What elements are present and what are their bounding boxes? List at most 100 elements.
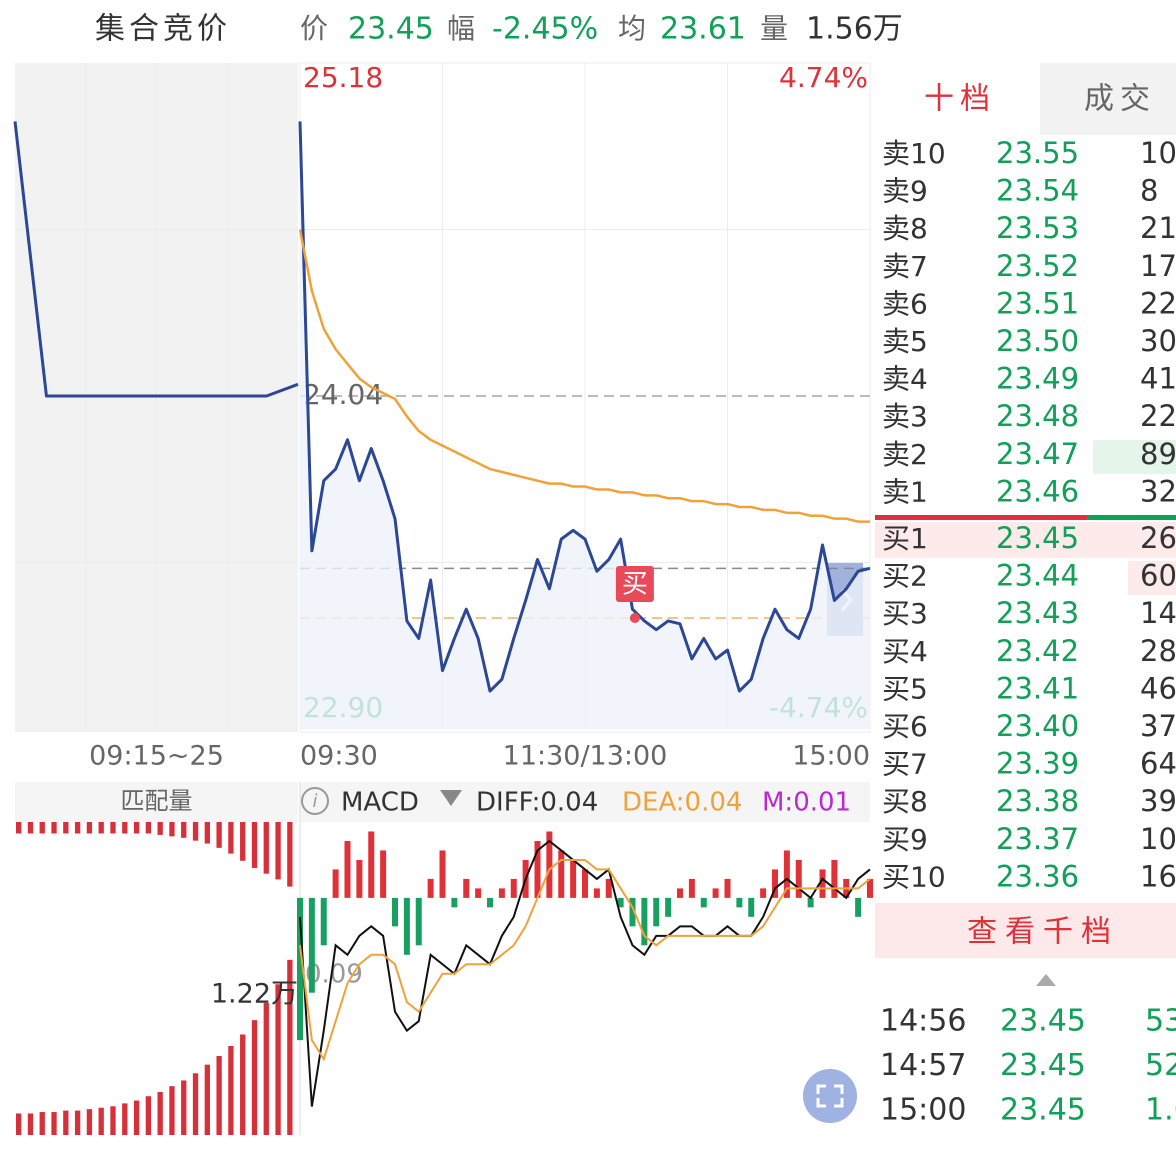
volume-bar — [39, 1112, 45, 1135]
info-icon[interactable] — [301, 787, 329, 815]
unmatched-bar — [27, 822, 34, 834]
level-label: 买10 — [882, 860, 946, 893]
unmatched-bar — [74, 822, 81, 834]
level-price: 23.38 — [996, 784, 1079, 818]
level-price: 23.55 — [996, 136, 1079, 170]
quote-label: 量 — [760, 12, 788, 45]
level-price: 23.39 — [996, 747, 1079, 781]
level-label: 卖5 — [882, 325, 928, 358]
trade-volume: 52 — [1145, 1048, 1176, 1083]
level-volume: 22 — [1140, 286, 1176, 320]
level-price: 23.50 — [996, 324, 1079, 358]
quote-label: 均 — [618, 12, 646, 45]
macd-bar — [819, 869, 826, 898]
level-price: 23.36 — [996, 859, 1079, 893]
volume-bar — [145, 1096, 152, 1135]
level-price: 23.49 — [996, 362, 1079, 396]
fullscreen-button[interactable] — [803, 1069, 857, 1123]
trade-price: 23.45 — [1000, 1004, 1086, 1039]
volume-highlight — [1128, 561, 1176, 595]
trade-volume: 53 — [1145, 1004, 1176, 1039]
macd-bar — [475, 888, 482, 898]
macd-bar — [558, 850, 565, 898]
level-volume: 414 — [1140, 362, 1176, 396]
unmatched-bar — [110, 822, 116, 834]
level-price: 23.54 — [996, 174, 1079, 208]
volume-bar — [181, 1080, 187, 1135]
macd-bar — [403, 897, 410, 955]
level-label: 卖4 — [882, 363, 928, 396]
level-volume: 46 — [1140, 671, 1176, 705]
unmatched-bar — [240, 822, 246, 861]
macd-bar — [783, 850, 790, 898]
dropdown-arrow[interactable] — [440, 790, 462, 806]
unmatched-bar — [251, 822, 258, 868]
quote-label: 幅 — [447, 12, 475, 45]
x-tick-label: 11:30/13:00 — [503, 741, 668, 772]
unmatched-bar — [204, 822, 210, 844]
fullscreen-icon — [816, 1084, 844, 1108]
volume-bar — [51, 1112, 57, 1135]
volume-bar — [263, 1002, 269, 1135]
legend-entry: DEA:0.04 — [622, 788, 742, 818]
bid-highlight — [875, 522, 1176, 558]
depth-button-bg[interactable] — [875, 903, 1176, 958]
price-area — [300, 121, 870, 730]
level-label: 卖10 — [882, 137, 946, 170]
level-volume: 108 — [1140, 822, 1176, 856]
macd-bar — [427, 878, 434, 898]
ask-bid-divider-red — [875, 515, 1087, 520]
level-volume: 228 — [1140, 399, 1176, 433]
macd-bar — [570, 859, 577, 898]
level-label: 买9 — [882, 823, 928, 856]
macd-bar — [498, 888, 505, 898]
macd-bar — [736, 897, 743, 908]
macd-bar — [795, 859, 802, 898]
volume-bar — [74, 1110, 81, 1135]
level-price: 23.37 — [996, 822, 1079, 856]
info-icon-glyph: i — [312, 791, 317, 812]
trade-price: 23.45 — [1000, 1048, 1086, 1083]
level-label: 卖3 — [882, 400, 928, 433]
level-volume: 896 — [1140, 437, 1176, 471]
level-label: 卖7 — [882, 250, 928, 283]
level-price: 23.51 — [996, 286, 1079, 320]
macd-title: MACD — [341, 788, 419, 818]
level-volume: 146 — [1140, 596, 1176, 630]
volume-bar — [86, 1109, 93, 1135]
level-label: 买2 — [882, 560, 928, 593]
level-volume: 376 — [1140, 709, 1176, 743]
trade-badge — [615, 566, 654, 602]
level-label: 买1 — [882, 522, 928, 555]
macd-bar — [653, 897, 660, 927]
expand-arrow[interactable] — [1036, 974, 1056, 986]
level-price: 23.45 — [996, 521, 1079, 555]
macd-line — [299, 839, 871, 1107]
level-volume: 303 — [1140, 324, 1176, 358]
tab-inactive-bg[interactable] — [1040, 63, 1176, 135]
y2-tick-label: 4.74% — [779, 61, 868, 94]
macd-bar — [867, 878, 873, 898]
tab-active-bg[interactable] — [875, 63, 1040, 135]
level-volume: 168 — [1140, 859, 1176, 893]
level-label: 买5 — [882, 672, 928, 705]
x-tick-label: 15:00 — [792, 741, 870, 772]
level-label: 买6 — [882, 710, 928, 743]
level-volume: 101 — [1140, 136, 1176, 170]
depth-button-label: 查看千档 — [967, 915, 1119, 950]
unmatched-bar — [275, 822, 281, 880]
trade-badge-label: 买 — [622, 570, 648, 600]
level-label: 卖2 — [882, 438, 928, 471]
macd-bar — [487, 897, 493, 908]
macd-bar — [807, 897, 814, 908]
price-line — [298, 121, 871, 693]
macd-bar — [724, 878, 731, 898]
level-label: 卖8 — [882, 212, 928, 245]
quote-value: 1.56万 — [806, 12, 903, 47]
volume-bar — [169, 1086, 175, 1135]
level-volume: 28 — [1140, 634, 1176, 668]
macd-bar — [415, 897, 422, 946]
x-tick-label: 09:30 — [300, 741, 378, 772]
macd-bar — [463, 878, 470, 898]
